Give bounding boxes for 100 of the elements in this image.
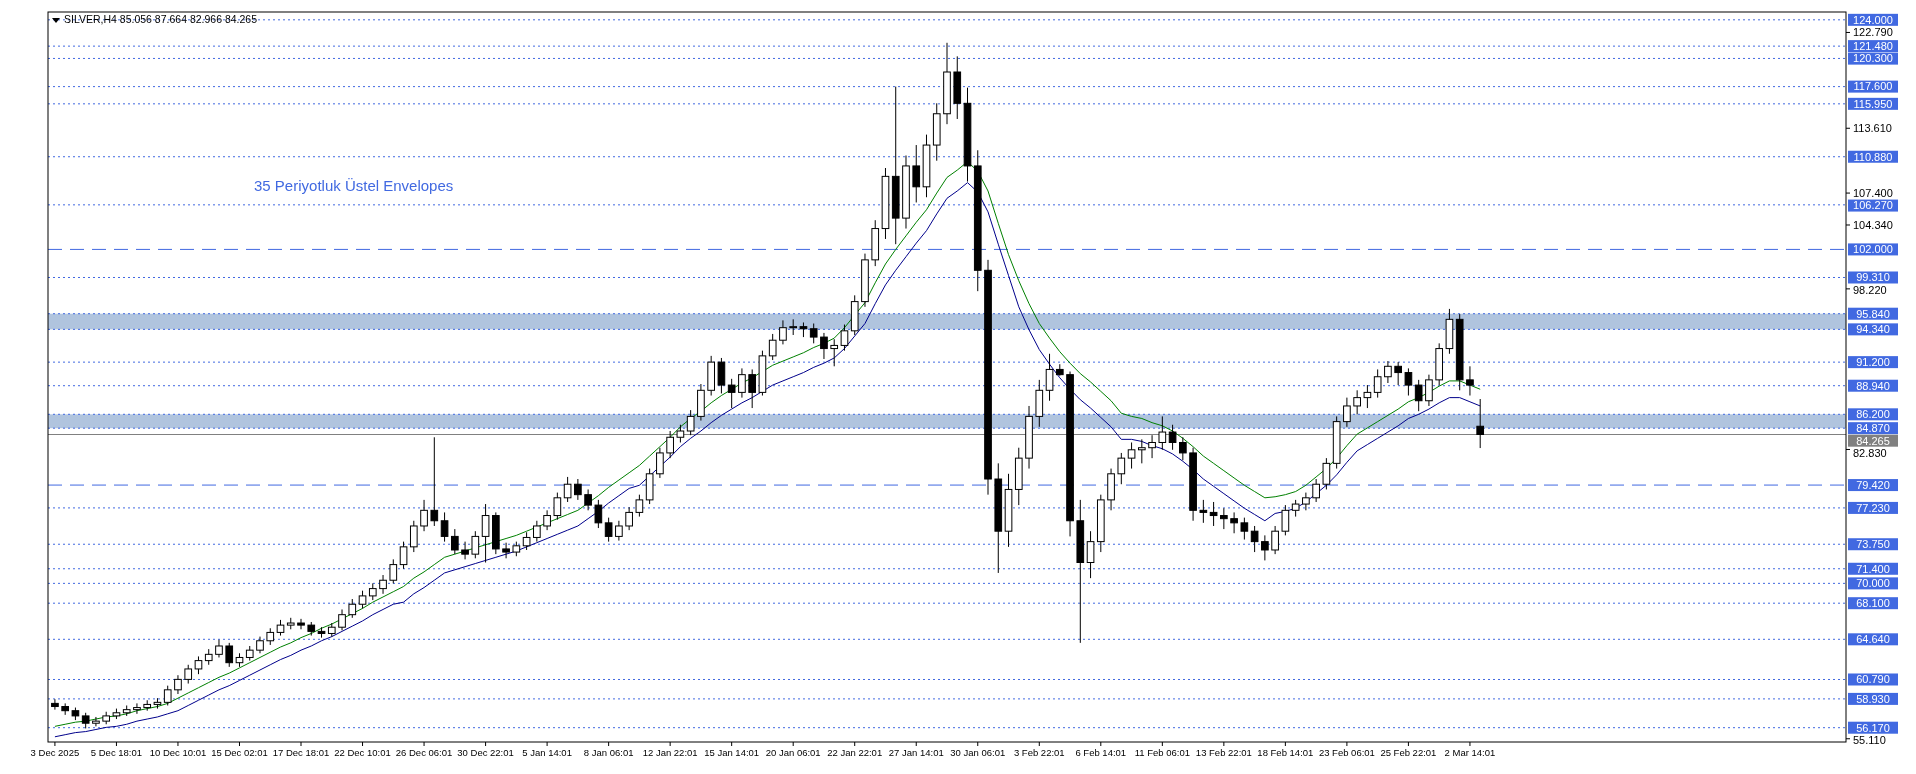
ref-line-label: 110.880 <box>1853 150 1893 163</box>
candlestick <box>1322 457 1331 490</box>
candlestick <box>574 478 582 501</box>
ref-line-label: 117.600 <box>1853 80 1893 93</box>
x-tick-label: 30 Dec 22:01 <box>457 747 514 758</box>
candlestick <box>543 509 551 531</box>
candlestick <box>133 702 141 715</box>
ref-line-label: 91.200 <box>1856 355 1890 368</box>
candlestick <box>471 530 480 559</box>
candlestick <box>1281 504 1290 536</box>
ref-line-label: 56.170 <box>1856 721 1890 734</box>
y-tick-label: 55.110 <box>1853 734 1886 747</box>
candlestick <box>727 378 736 409</box>
x-tick-label: 11 Feb 06:01 <box>1134 747 1190 758</box>
candlestick <box>1137 438 1146 464</box>
candlestick <box>738 367 746 399</box>
x-tick-label: 25 Feb 22:01 <box>1380 747 1437 758</box>
x-tick-label: 3 Dec 2025 <box>30 747 80 758</box>
y-tick-label: 82.830 <box>1853 447 1887 460</box>
ref-line-label: 102.000 <box>1853 243 1893 256</box>
x-tick-label: 6 Feb 14:01 <box>1075 747 1127 758</box>
candlestick <box>533 520 541 543</box>
candlestick <box>163 685 172 706</box>
candlestick <box>1045 353 1054 402</box>
ref-line-label: 115.950 <box>1853 97 1893 110</box>
candlestick <box>184 664 193 685</box>
x-tick-label: 15 Dec 02:01 <box>211 747 268 758</box>
annotation: 35 Periyotluk Üstel Envelopes <box>254 176 454 194</box>
ref-line-label: 86.200 <box>1856 408 1890 421</box>
candlestick <box>409 520 418 553</box>
candlestick <box>379 574 387 595</box>
candlestick <box>1261 534 1269 561</box>
x-tick-label: 17 Dec 18:01 <box>272 747 330 758</box>
candlestick <box>174 674 182 695</box>
y-tick-label: 113.610 <box>1853 122 1892 135</box>
candlestick <box>686 409 695 436</box>
candlestick <box>1209 501 1218 527</box>
candlestick <box>51 698 59 711</box>
candlestick <box>1466 365 1474 397</box>
x-tick-label: 30 Jan 06:01 <box>950 747 1006 758</box>
candlestick <box>1086 530 1095 579</box>
x-tick-label: 20 Jan 06:01 <box>765 747 821 758</box>
x-tick-label: 8 Jan 06:01 <box>583 747 634 758</box>
candlestick <box>461 541 469 560</box>
candlestick <box>1199 499 1208 524</box>
candlestick <box>1117 452 1126 485</box>
candlestick <box>389 558 398 584</box>
candlestick <box>666 430 674 459</box>
ref-line-label: 60.790 <box>1856 673 1890 686</box>
candlestick <box>594 499 603 529</box>
candlestick <box>1179 436 1187 461</box>
candlestick <box>809 323 818 344</box>
candlestick <box>297 618 305 630</box>
x-tick-label: 26 Dec 06:01 <box>395 747 453 758</box>
x-tick-label: 22 Dec 10:01 <box>334 747 391 758</box>
candlestick <box>440 511 449 543</box>
x-tick-label: 5 Dec 18:01 <box>90 747 143 758</box>
candlestick <box>225 642 234 668</box>
ref-line-label: 88.940 <box>1856 379 1890 392</box>
candlestick <box>450 528 459 555</box>
chart-title: SILVER,H4 85.056 87.664 82.966 84.265 <box>64 13 258 25</box>
candlestick <box>1302 492 1310 511</box>
y-tick-label: 122.790 <box>1853 26 1893 39</box>
candlestick <box>481 503 490 563</box>
candlestick <box>563 476 572 503</box>
ref-line-label: 64.640 <box>1856 633 1890 646</box>
candlestick <box>502 542 510 559</box>
candlestick <box>553 492 562 521</box>
x-tick-label: 23 Feb 06:01 <box>1318 747 1375 758</box>
candlestick <box>717 357 726 394</box>
candlestick <box>1343 397 1351 428</box>
ref-line-label: 95.840 <box>1856 307 1890 320</box>
x-tick-label: 15 Jan 14:01 <box>704 747 760 758</box>
ref-line-label: 121.480 <box>1853 39 1893 52</box>
candlestick <box>1220 507 1228 530</box>
ref-line-label: 71.400 <box>1856 562 1890 575</box>
candlestick <box>604 517 613 543</box>
candlestick <box>1425 374 1433 407</box>
candlestick <box>1363 384 1372 409</box>
candlestick <box>1148 434 1156 459</box>
candlestick <box>1158 415 1167 451</box>
candlestick <box>615 520 623 542</box>
ref-line-label: 70.000 <box>1856 577 1890 590</box>
y-tick-label: 107.400 <box>1853 186 1893 199</box>
candlestick <box>1394 361 1402 386</box>
candlestick <box>830 338 839 367</box>
x-tick-label: 10 Dec 10:01 <box>149 747 207 758</box>
ref-line-label: 84.265 <box>1856 434 1890 447</box>
candlestick <box>430 436 439 527</box>
candlestick <box>779 319 787 345</box>
x-tick-label: 18 Feb 14:01 <box>1257 747 1314 758</box>
ref-line-label: 68.100 <box>1856 597 1890 610</box>
ref-line-label: 73.750 <box>1856 538 1890 551</box>
candlestick <box>420 499 428 532</box>
candlestick <box>1476 398 1485 449</box>
candlestick <box>820 332 828 360</box>
y-tick-label: 104.340 <box>1853 218 1893 231</box>
x-tick-label: 2 Mar 14:01 <box>1444 747 1496 758</box>
candlestick <box>1240 517 1249 541</box>
candlestick <box>840 324 849 352</box>
